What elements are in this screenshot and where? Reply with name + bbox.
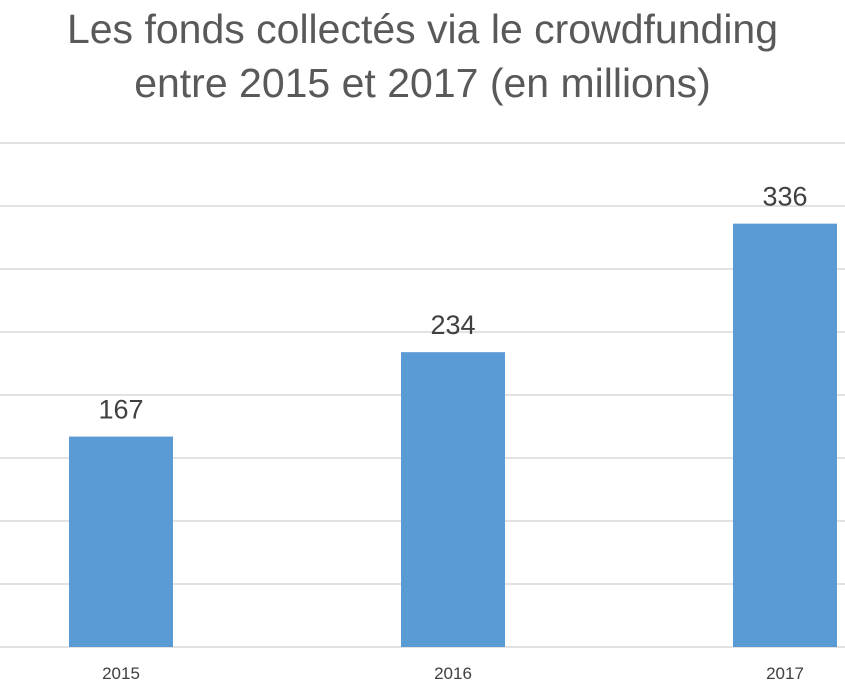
x-tick-label-2016: 2016 bbox=[434, 664, 472, 683]
x-tick-label-2015: 2015 bbox=[102, 664, 140, 683]
chart-title: Les fonds collectés via le crowdfunding … bbox=[0, 2, 845, 110]
data-label-2015: 167 bbox=[98, 395, 143, 425]
chart-title-line-2: entre 2015 et 2017 (en millions) bbox=[134, 60, 711, 106]
chart-title-line-1: Les fonds collectés via le crowdfunding bbox=[66, 6, 779, 52]
x-tick-label-2017: 2017 bbox=[766, 664, 804, 683]
bar-2017 bbox=[733, 223, 837, 647]
data-label-2017: 336 bbox=[762, 182, 807, 212]
x-axis-tick-labels: 2015 2016 2017 bbox=[102, 664, 804, 683]
data-labels: 167 234 336 bbox=[98, 182, 807, 425]
bars bbox=[69, 223, 837, 647]
bar-2015 bbox=[69, 436, 173, 647]
bar-2016 bbox=[401, 352, 505, 647]
data-label-2016: 234 bbox=[430, 310, 475, 340]
